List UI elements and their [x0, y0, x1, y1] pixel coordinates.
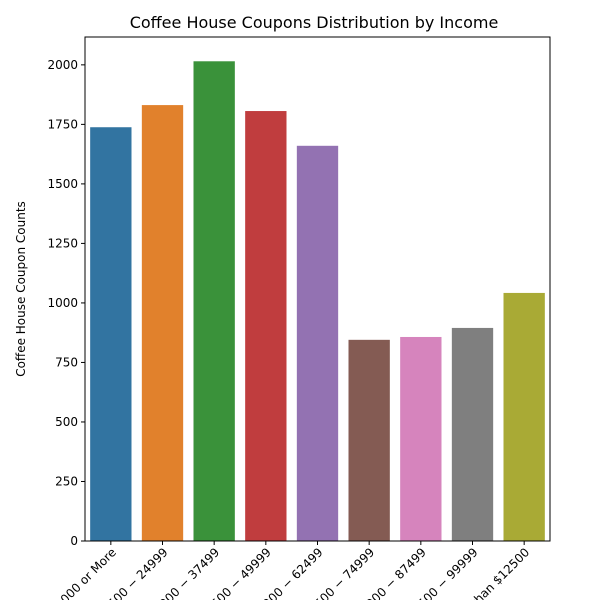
bar	[90, 127, 132, 542]
y-tick-label: 250	[55, 474, 78, 488]
y-tick-label: 1750	[47, 117, 78, 131]
y-tick-label: 1500	[47, 177, 78, 191]
y-tick-label: 1000	[47, 296, 78, 310]
x-tick-label: $100000 or More	[36, 545, 119, 600]
y-tick-label: 750	[55, 355, 78, 369]
y-tick-label: 0	[70, 534, 78, 548]
bar	[193, 61, 235, 542]
axes-frame	[84, 36, 551, 542]
bar	[503, 292, 545, 541]
bar	[400, 336, 442, 541]
bar	[451, 327, 494, 541]
y-tick-label: 1250	[47, 236, 78, 250]
bar	[296, 145, 339, 541]
y-tick-label: 500	[55, 415, 78, 429]
bar	[141, 105, 184, 541]
chart-title: Coffee House Coupons Distribution by Inc…	[130, 13, 499, 32]
bar	[245, 111, 287, 542]
y-tick-label: 2000	[47, 58, 78, 72]
bar	[348, 339, 390, 541]
y-axis-label: Coffee House Coupon Counts	[14, 201, 28, 377]
